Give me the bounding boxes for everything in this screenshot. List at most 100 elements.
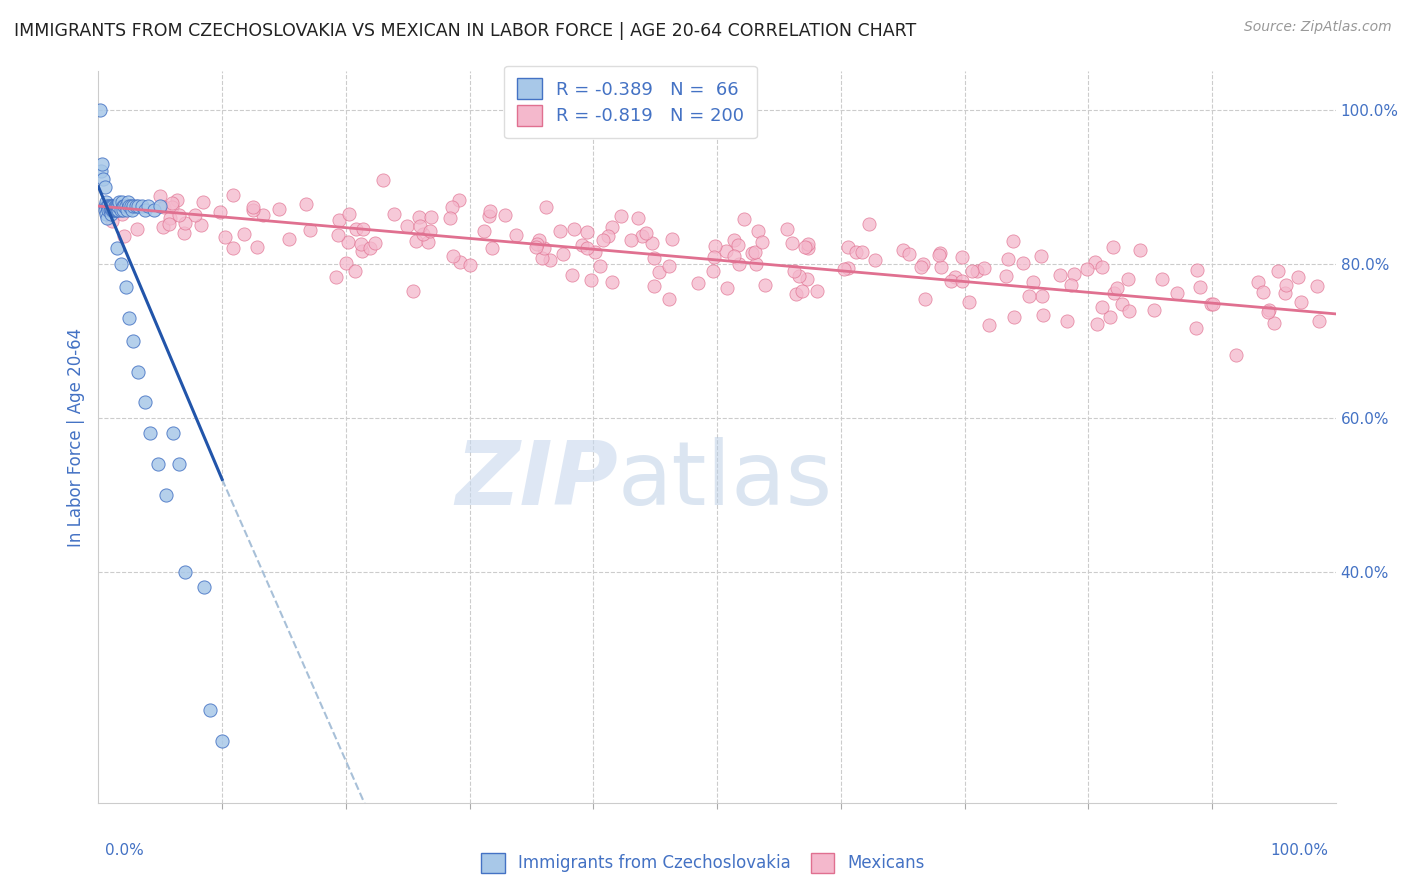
Point xyxy=(837,240,859,254)
Point xyxy=(418,235,440,249)
Point xyxy=(267,202,290,217)
Point xyxy=(1059,277,1081,292)
Point xyxy=(110,202,132,217)
Point xyxy=(1185,262,1208,277)
Point xyxy=(100,202,122,217)
Point xyxy=(326,228,349,243)
Point xyxy=(472,224,495,238)
Point xyxy=(747,224,769,238)
Point xyxy=(94,195,117,210)
Point xyxy=(97,202,120,217)
Point xyxy=(121,202,143,217)
Point xyxy=(631,229,654,244)
Point xyxy=(110,257,132,271)
Y-axis label: In Labor Force | Age 20-64: In Labor Force | Age 20-64 xyxy=(67,327,86,547)
Point xyxy=(534,200,557,214)
Point xyxy=(117,195,139,210)
Point xyxy=(703,250,725,264)
Point xyxy=(1002,310,1025,324)
Point xyxy=(929,260,952,274)
Point xyxy=(94,207,117,221)
Point xyxy=(548,224,571,238)
Point xyxy=(105,242,128,256)
Point xyxy=(115,202,138,217)
Point xyxy=(658,292,681,306)
Point xyxy=(162,196,184,211)
Point xyxy=(950,274,973,288)
Point xyxy=(583,244,606,259)
Point xyxy=(166,193,188,207)
Point xyxy=(533,241,555,255)
Point xyxy=(112,199,135,213)
Point xyxy=(208,204,231,219)
Point xyxy=(350,236,373,251)
Point xyxy=(914,292,936,306)
Point xyxy=(409,219,432,233)
Point xyxy=(278,232,301,246)
Point xyxy=(1001,234,1024,248)
Point xyxy=(787,269,810,284)
Point xyxy=(1274,286,1296,301)
Text: 100.0%: 100.0% xyxy=(1271,843,1329,858)
Point xyxy=(796,236,818,251)
Text: ZIP: ZIP xyxy=(456,437,619,524)
Point xyxy=(198,703,221,717)
Point xyxy=(107,199,129,213)
Point xyxy=(103,202,125,217)
Point xyxy=(1166,286,1188,301)
Point xyxy=(401,285,423,299)
Point xyxy=(103,199,125,213)
Point xyxy=(598,229,620,244)
Point xyxy=(246,239,269,253)
Point xyxy=(602,220,624,235)
Point xyxy=(408,210,430,224)
Point xyxy=(1118,304,1140,318)
Point xyxy=(576,241,599,255)
Point xyxy=(524,239,547,253)
Point xyxy=(93,199,115,213)
Point xyxy=(1143,302,1166,317)
Point xyxy=(110,207,132,221)
Point xyxy=(103,199,125,213)
Point xyxy=(910,260,932,274)
Point xyxy=(1102,240,1125,254)
Legend: R = -0.389   N =  66, R = -0.819   N = 200: R = -0.389 N = 66, R = -0.819 N = 200 xyxy=(503,66,756,138)
Point xyxy=(335,256,357,270)
Point xyxy=(146,457,169,471)
Point xyxy=(702,264,724,278)
Point xyxy=(108,195,131,210)
Point xyxy=(174,565,197,579)
Point xyxy=(741,245,763,260)
Point xyxy=(994,268,1017,283)
Point xyxy=(782,236,804,251)
Point xyxy=(588,259,610,273)
Point xyxy=(153,200,176,214)
Point xyxy=(162,426,184,441)
Point xyxy=(1012,256,1035,270)
Point xyxy=(127,222,149,236)
Point xyxy=(794,240,817,254)
Point xyxy=(797,241,820,255)
Point xyxy=(620,233,643,247)
Point xyxy=(1267,264,1289,278)
Point xyxy=(796,272,818,286)
Text: 0.0%: 0.0% xyxy=(105,843,145,858)
Point xyxy=(222,188,245,202)
Point xyxy=(1305,279,1327,293)
Point xyxy=(530,252,553,266)
Point xyxy=(1091,301,1114,315)
Point xyxy=(571,238,593,252)
Point xyxy=(845,244,868,259)
Point xyxy=(538,252,561,267)
Point xyxy=(90,164,112,178)
Point xyxy=(173,216,195,230)
Point xyxy=(122,199,145,213)
Point xyxy=(149,199,172,213)
Point xyxy=(120,199,142,213)
Point xyxy=(107,202,129,217)
Point xyxy=(359,242,381,256)
Point xyxy=(751,235,773,250)
Point xyxy=(714,244,737,259)
Point xyxy=(134,202,156,217)
Point xyxy=(1083,255,1105,269)
